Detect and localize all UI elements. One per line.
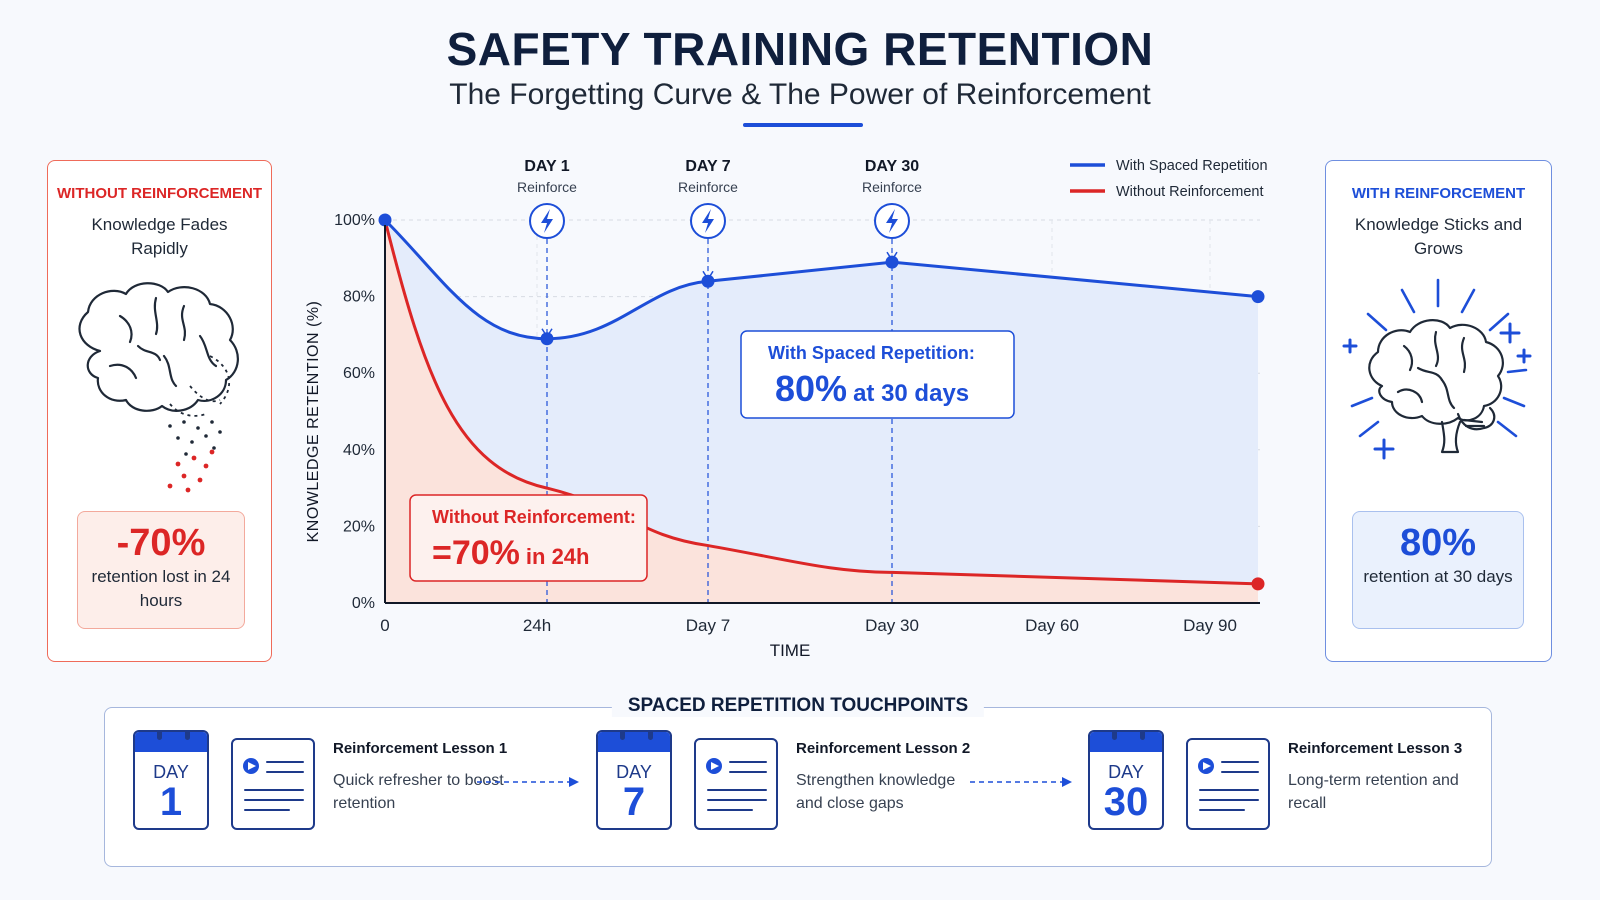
y-axis-label: KNOWLEDGE RETENTION (%) [305,301,322,543]
without-stat-caption: retention lost in 24 hours [91,567,231,610]
lesson-description: Long-term retention and recall [1288,772,1459,812]
x-tick-label: Day 60 [1025,616,1079,635]
retention-chart: DAY 1 Reinforce DAY 7 Reinforce DAY 30 Reinfo… [305,158,1268,660]
calendar-icon: DAY 7 [596,730,672,830]
reinforce-marker-sublabel: Reinforce [862,179,922,195]
lesson-video-icon [231,738,315,830]
with-series-point [885,255,899,269]
y-tick-label: 40% [343,442,375,459]
calendar-ring [648,732,653,740]
lightning-icon [886,209,898,233]
without-reinforcement-panel: WITHOUT REINFORCEMENT Knowledge Fades Ra… [47,160,272,662]
calendar-ring [1140,732,1145,740]
calendar-ring [620,732,625,740]
calendar-header [598,732,670,752]
x-tick-label: 0 [380,616,389,635]
calendar-ring [1112,732,1117,740]
y-tick-label: 80% [343,289,375,306]
lesson-video-icon [1186,738,1270,830]
y-tick-label: 100% [334,212,375,229]
video-lesson-icon [243,758,304,811]
with-stat-caption: retention at 30 days [1363,567,1513,586]
calendar-day-number: 30 [1103,780,1149,824]
reinforce-marker-label: DAY 7 [685,158,730,175]
calendar-icon: DAY 1 [133,730,209,830]
with-reinforcement-panel: WITH REINFORCEMENT Knowledge Sticks and … [1325,160,1552,662]
with-stat-value: 80% [1399,522,1477,564]
lesson-title: Reinforcement Lesson 2 [796,740,971,757]
without-annotation-box [409,494,648,582]
x-tick-label: Day 90 [1183,616,1237,635]
video-lesson-icon [1198,758,1259,811]
calendar-ring [185,732,190,740]
lesson-description: Quick refresher to boost retention [333,772,504,812]
with-panel-headline: Knowledge Sticks and Grows [1354,215,1523,258]
reinforce-marker-label: DAY 1 [524,158,569,175]
with-panel-tag: WITH REINFORCEMENT [1351,185,1526,202]
lesson-video-icon [694,738,778,830]
touchpoint-item: DAY 30 Reinforcement Lesson 3 Long-term ret… [1088,730,1508,840]
reinforce-marker-sublabel: Reinforce [517,179,577,195]
with-series-point [701,274,715,288]
without-panel-tag: WITHOUT REINFORCEMENT [57,185,262,202]
with-annotation-title: With Spaced Repetition: [768,343,975,363]
calendar-day-word: DAY [616,762,652,782]
calendar-day-word: DAY [153,762,189,782]
page-title: SAFETY TRAINING RETENTION [446,23,1154,75]
x-tick-label: Day 30 [865,616,919,635]
reinforce-marker-sublabel: Reinforce [678,179,738,195]
lightning-icon [702,209,714,233]
legend-label: Without Reinforcement [1116,184,1263,200]
lesson-description: Strengthen knowledge and close gaps [796,772,956,812]
lesson-title: Reinforcement Lesson 3 [1288,740,1463,757]
without-series-point [1251,577,1265,591]
touchpoints-panel: SPACED REPETITION TOUCHPOINTS DAY 1 Reinfo… [104,695,1492,867]
x-axis-label: TIME [770,641,811,660]
dashed-arrow-icon [477,777,579,787]
with-series-point [1251,290,1265,304]
without-annotation-value: =70% in 24h [432,534,589,572]
calendar-header [1090,732,1162,752]
fading-brain-icon [78,282,239,493]
calendar-day-number: 1 [159,780,183,824]
with-series-point [378,213,392,227]
legend-label: With Spaced Repetition [1116,158,1268,174]
calendar-ring [157,732,162,740]
touchpoint-item: DAY 1 Reinforcement Lesson 1 Quick refreshe… [133,730,553,840]
lightning-icon [541,209,553,233]
x-tick-label: Day 7 [686,616,730,635]
glowing-brain-icon [1342,278,1532,460]
with-annotation-value: 80% at 30 days [775,368,969,409]
title-underline [743,123,863,127]
without-annotation-title: Without Reinforcement: [432,507,636,527]
without-panel-headline: Knowledge Fades Rapidly [91,215,228,258]
reinforce-marker-label: DAY 30 [865,158,919,175]
y-tick-label: 0% [352,595,375,612]
calendar-day-word: DAY [1108,762,1144,782]
x-tick-label: 24h [523,616,551,635]
lesson-title: Reinforcement Lesson 1 [333,740,508,757]
calendar-day-number: 7 [622,780,646,824]
y-tick-label: 20% [343,518,375,535]
y-tick-label: 60% [343,365,375,382]
with-stat-box: 80% retention at 30 days [1352,511,1524,629]
dashed-arrow-icon [970,777,1072,787]
without-stat-value: -70% [116,522,206,564]
video-lesson-icon [706,758,767,811]
touchpoints-title: SPACED REPETITION TOUCHPOINTS [611,695,985,717]
with-series-point [540,332,554,346]
page-subtitle: The Forgetting Curve & The Power of Rein… [449,78,1151,111]
calendar-header [135,732,207,752]
touchpoint-item: DAY 7 Reinforcement Lesson 2 Strengthen kno… [596,730,1016,840]
without-stat-box: -70% retention lost in 24 hours [77,511,245,629]
calendar-icon: DAY 30 [1088,730,1164,830]
with-annotation-box [740,330,1015,419]
